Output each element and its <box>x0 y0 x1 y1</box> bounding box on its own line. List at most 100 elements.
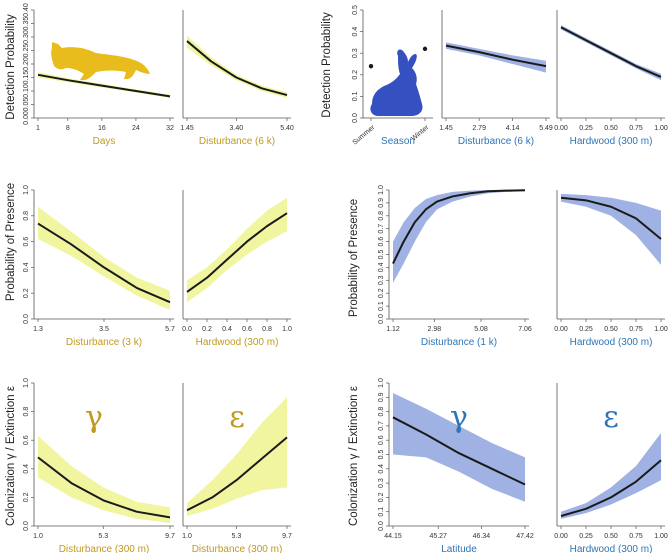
x-tick-label: 5.3 <box>232 533 242 540</box>
y-tick-label: 0.8 <box>23 211 30 221</box>
x-tick-label: 1.00 <box>654 533 668 540</box>
prediction-line <box>445 44 547 68</box>
x-tick-label: 0.50 <box>604 125 618 132</box>
panel-m_days: 0.000.050.100.150.200.250.300.350.40 1 8 16… <box>23 3 174 147</box>
ylabel-presence-hare: Probability of Presence <box>348 199 360 317</box>
y-tick-label: 0.3 <box>352 48 359 58</box>
x-axis-title: Disturbance (300 m) <box>192 544 283 553</box>
x-axis-title: Days <box>93 136 116 147</box>
panel-m_ext: 1.0 5.3 9.7 Disturbance (300 m) ε <box>182 383 292 553</box>
x-tick-label: 1.3 <box>33 326 43 333</box>
x-tick-label: 16 <box>98 125 106 132</box>
y-tick-label: 0.6 <box>378 237 385 247</box>
x-tick-label: 3.40 <box>230 125 244 132</box>
y-tick-label: 0.8 <box>23 407 30 417</box>
x-axis-title: Disturbance (3 k) <box>66 337 142 348</box>
x-tick-label: 0.00 <box>554 326 568 333</box>
x-axis-title: Disturbance (300 m) <box>59 544 150 553</box>
y-tick-label: 0.6 <box>378 435 385 445</box>
season-estimate-point <box>422 46 428 52</box>
x-axis-title: Disturbance (6 k) <box>199 136 275 147</box>
x-tick-label: 5.40 <box>280 125 294 132</box>
y-tick-label: 0.2 <box>23 492 30 502</box>
panel-h_dist6: 1.45 2.79 4.14 5.49 Disturbance (6 k) <box>439 10 553 147</box>
x-tick-label: 2.98 <box>428 326 442 333</box>
x-tick-label: 0.75 <box>629 533 643 540</box>
x-tick-label: 1.12 <box>386 326 400 333</box>
x-tick-label: 32 <box>166 125 174 132</box>
y-tick-label: 0.4 <box>23 464 30 474</box>
x-tick-label: 46.34 <box>473 533 491 540</box>
x-tick-label: 5.7 <box>165 326 175 333</box>
panel-h_col: 0.0 0.1 0.2 0.3 0.4 0.5 0.6 0.7 0.8 0.9 1.0 44.15 45… <box>378 378 534 553</box>
epsilon-symbol: ε <box>603 400 619 435</box>
y-tick-label: 0.05 <box>23 98 30 112</box>
confidence-band <box>187 35 287 98</box>
x-tick-label: 0.00 <box>554 125 568 132</box>
confidence-band <box>446 42 546 73</box>
x-tick-label: 1.0 <box>33 533 43 540</box>
x-tick-label: 0.2 <box>202 326 212 333</box>
prediction-line <box>37 456 171 519</box>
x-tick-label: 1.45 <box>180 125 194 132</box>
hare-silhouette <box>370 49 423 116</box>
y-tick-label: 1.0 <box>378 378 385 388</box>
x-tick-label: Summer <box>352 124 377 147</box>
y-tick-label: 1.0 <box>23 378 30 388</box>
panel-m_col: 0.0 0.2 0.4 0.6 0.8 1.0 1.0 5.3 9.7 Disturbance (… <box>23 378 175 553</box>
x-tick-label: 5.49 <box>539 125 553 132</box>
y-tick-label: 0.35 <box>23 17 30 31</box>
y-tick-label: 0.3 <box>378 275 385 285</box>
y-tick-label: 0.40 <box>23 3 30 17</box>
ylabel-detection-marten: Detection Probability <box>5 14 17 120</box>
y-tick-label: 0.15 <box>23 71 30 85</box>
y-tick-label: 0.8 <box>378 407 385 417</box>
panel-m_dist6: 1.45 3.40 5.40 Disturbance (6 k) <box>180 10 294 147</box>
x-tick-label: 1 <box>36 125 40 132</box>
x-tick-label: 0.00 <box>554 533 568 540</box>
y-tick-label: 0.7 <box>378 421 385 431</box>
x-tick-label: 0.0 <box>182 326 192 333</box>
prediction-line <box>37 73 171 98</box>
panel-h_dist1: 0.0 0.1 0.2 0.3 0.4 0.5 0.6 0.7 0.8 0.9 1.0 1.12 2.9… <box>378 185 532 348</box>
x-tick-label: 0.8 <box>262 326 272 333</box>
confidence-band <box>187 397 287 516</box>
confidence-band <box>393 190 525 283</box>
x-tick-label: 0.25 <box>579 326 593 333</box>
x-tick-label: 0.50 <box>604 326 618 333</box>
x-tick-label: 0.25 <box>579 125 593 132</box>
season-estimate-point <box>368 63 374 69</box>
y-tick-label: 0.2 <box>378 492 385 502</box>
x-axis-title: Hardwood (300 m) <box>196 337 279 348</box>
y-tick-label: 0.9 <box>378 198 385 208</box>
x-tick-label: 0.6 <box>242 326 252 333</box>
y-tick-label: 0.5 <box>378 250 385 260</box>
y-tick-label: 0.0 <box>378 314 385 324</box>
y-tick-label: 0.30 <box>23 30 30 44</box>
x-tick-label: 0.25 <box>579 533 593 540</box>
epsilon-symbol: ε <box>229 400 245 435</box>
gamma-symbol: γ <box>450 400 468 435</box>
x-tick-label: 1.45 <box>439 125 453 132</box>
ylabel-detection-hare: Detection Probability <box>321 12 333 118</box>
y-tick-label: 0.5 <box>378 450 385 460</box>
prediction-line <box>186 40 288 97</box>
prediction-line <box>37 222 171 304</box>
y-tick-label: 0.0 <box>378 521 385 531</box>
x-axis-title: Hardwood (300 m) <box>570 544 653 553</box>
x-tick-label: 1.00 <box>654 125 668 132</box>
prediction-line <box>392 416 526 486</box>
y-tick-label: 0.0 <box>23 521 30 531</box>
confidence-band <box>561 193 661 265</box>
x-tick-label: 2.79 <box>472 125 486 132</box>
x-tick-label: 1.0 <box>182 533 192 540</box>
y-axis-titles: Detection Probability Probability of Pre… <box>5 12 360 526</box>
x-axis-title: Disturbance (6 k) <box>458 136 534 147</box>
x-tick-label: 1.00 <box>654 326 668 333</box>
y-tick-label: 0.6 <box>23 237 30 247</box>
y-tick-label: 0.4 <box>23 262 30 272</box>
y-tick-label: 0.4 <box>378 262 385 272</box>
y-tick-label: 0.4 <box>378 464 385 474</box>
